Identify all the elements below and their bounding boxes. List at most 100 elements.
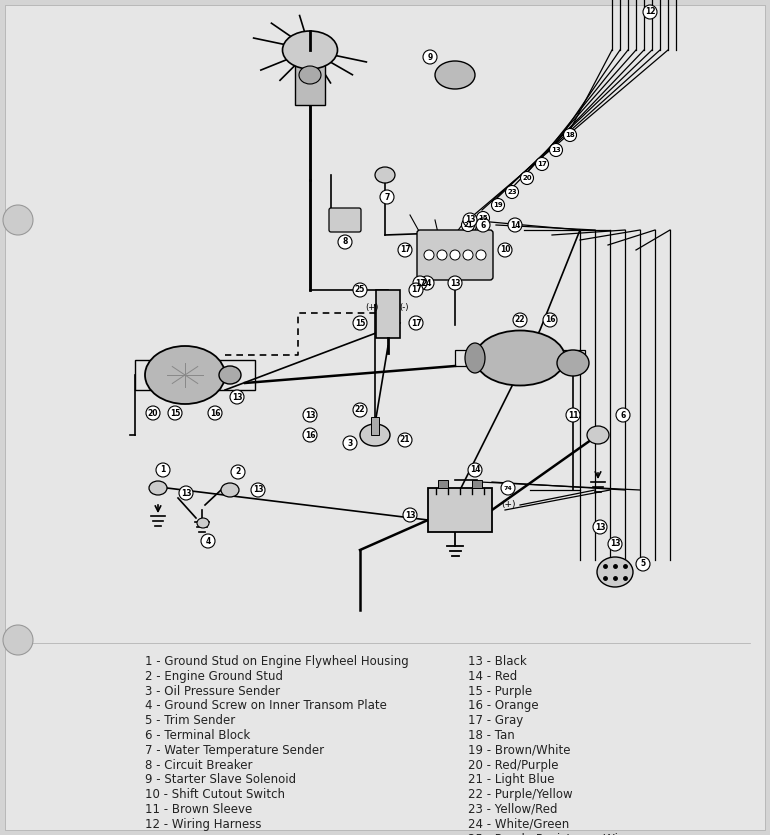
Text: 13: 13 bbox=[551, 147, 561, 153]
Circle shape bbox=[448, 276, 462, 290]
Text: 1: 1 bbox=[160, 465, 166, 474]
Ellipse shape bbox=[375, 167, 395, 183]
Text: 3 - Oil Pressure Sender: 3 - Oil Pressure Sender bbox=[145, 685, 280, 697]
Circle shape bbox=[535, 158, 548, 170]
Text: 5: 5 bbox=[641, 559, 645, 569]
Circle shape bbox=[461, 219, 474, 231]
Ellipse shape bbox=[221, 483, 239, 497]
Circle shape bbox=[398, 433, 412, 447]
Circle shape bbox=[156, 463, 170, 477]
Text: 15 - Purple: 15 - Purple bbox=[468, 685, 532, 697]
Text: 17 - Gray: 17 - Gray bbox=[468, 714, 524, 727]
Text: 17: 17 bbox=[410, 286, 421, 295]
Text: 13 - Black: 13 - Black bbox=[468, 655, 527, 668]
Text: (-): (-) bbox=[400, 303, 409, 312]
Text: 9: 9 bbox=[427, 53, 433, 62]
Text: 13: 13 bbox=[253, 485, 263, 494]
Circle shape bbox=[521, 171, 534, 185]
Circle shape bbox=[3, 205, 33, 235]
Text: 2 - Engine Ground Stud: 2 - Engine Ground Stud bbox=[145, 670, 283, 683]
Ellipse shape bbox=[587, 426, 609, 444]
Circle shape bbox=[543, 313, 557, 327]
Text: 20: 20 bbox=[148, 408, 159, 418]
Text: 5 - Trim Sender: 5 - Trim Sender bbox=[145, 714, 236, 727]
Circle shape bbox=[251, 483, 265, 497]
Text: 16: 16 bbox=[544, 316, 555, 325]
Circle shape bbox=[505, 185, 518, 199]
Circle shape bbox=[566, 408, 580, 422]
Text: 15: 15 bbox=[170, 408, 180, 418]
Text: 15: 15 bbox=[355, 318, 365, 327]
Text: 23 - Yellow/Red: 23 - Yellow/Red bbox=[468, 803, 557, 816]
Circle shape bbox=[338, 235, 352, 249]
Text: 13: 13 bbox=[305, 411, 315, 419]
Circle shape bbox=[423, 50, 437, 64]
Circle shape bbox=[468, 463, 482, 477]
Circle shape bbox=[413, 276, 427, 290]
Bar bbox=[376, 290, 400, 338]
Circle shape bbox=[409, 283, 423, 297]
Text: 4 - Ground Screw on Inner Transom Plate: 4 - Ground Screw on Inner Transom Plate bbox=[145, 700, 387, 712]
Text: 11 - Brown Sleeve: 11 - Brown Sleeve bbox=[145, 803, 253, 816]
Text: 13: 13 bbox=[450, 279, 460, 287]
Text: 6: 6 bbox=[480, 220, 486, 230]
Text: 17: 17 bbox=[410, 318, 421, 327]
Circle shape bbox=[403, 508, 417, 522]
Bar bbox=[472, 480, 482, 488]
Circle shape bbox=[409, 316, 423, 330]
Ellipse shape bbox=[557, 350, 589, 376]
Circle shape bbox=[593, 520, 607, 534]
Circle shape bbox=[437, 250, 447, 260]
Text: 3: 3 bbox=[347, 438, 353, 448]
Text: 10: 10 bbox=[500, 245, 511, 255]
Text: 17: 17 bbox=[537, 161, 547, 167]
Text: 20 - Red/Purple: 20 - Red/Purple bbox=[468, 759, 558, 772]
Circle shape bbox=[146, 406, 160, 420]
Ellipse shape bbox=[283, 31, 337, 69]
Ellipse shape bbox=[149, 481, 167, 495]
Circle shape bbox=[498, 243, 512, 257]
Text: 23: 23 bbox=[507, 189, 517, 195]
Text: 12: 12 bbox=[644, 8, 655, 17]
Text: 24: 24 bbox=[422, 279, 432, 287]
Circle shape bbox=[303, 408, 317, 422]
Circle shape bbox=[643, 5, 657, 19]
Ellipse shape bbox=[475, 331, 565, 386]
Bar bbox=[428, 488, 492, 532]
Text: 4: 4 bbox=[206, 537, 211, 545]
Text: 14: 14 bbox=[510, 220, 521, 230]
Circle shape bbox=[463, 250, 473, 260]
Circle shape bbox=[501, 481, 515, 495]
Text: 6: 6 bbox=[621, 411, 625, 419]
Circle shape bbox=[463, 213, 477, 227]
Circle shape bbox=[303, 428, 317, 442]
Text: 14 - Red: 14 - Red bbox=[468, 670, 517, 683]
FancyBboxPatch shape bbox=[417, 230, 493, 280]
Circle shape bbox=[179, 486, 193, 500]
Text: (+): (+) bbox=[500, 500, 515, 509]
Text: 13: 13 bbox=[594, 523, 605, 532]
Text: 16: 16 bbox=[305, 431, 315, 439]
Circle shape bbox=[168, 406, 182, 420]
Ellipse shape bbox=[597, 557, 633, 587]
Circle shape bbox=[230, 390, 244, 404]
Circle shape bbox=[450, 250, 460, 260]
Text: 1 - Ground Stud on Engine Flywheel Housing: 1 - Ground Stud on Engine Flywheel Housi… bbox=[145, 655, 409, 668]
Circle shape bbox=[343, 436, 357, 450]
Text: 12 - Wiring Harness: 12 - Wiring Harness bbox=[145, 817, 262, 831]
Text: 13: 13 bbox=[232, 392, 243, 402]
Text: 11: 11 bbox=[567, 411, 578, 419]
Text: 13: 13 bbox=[181, 488, 191, 498]
Text: 16 - Orange: 16 - Orange bbox=[468, 700, 539, 712]
Circle shape bbox=[353, 283, 367, 297]
Text: 21: 21 bbox=[464, 222, 473, 228]
Text: 8 - Circuit Breaker: 8 - Circuit Breaker bbox=[145, 759, 253, 772]
Circle shape bbox=[476, 250, 486, 260]
Text: (+): (+) bbox=[365, 303, 379, 312]
Circle shape bbox=[201, 534, 215, 548]
Circle shape bbox=[477, 211, 490, 225]
Circle shape bbox=[564, 129, 577, 141]
Ellipse shape bbox=[435, 61, 475, 89]
Text: 19 - Brown/White: 19 - Brown/White bbox=[468, 744, 571, 757]
Circle shape bbox=[508, 218, 522, 232]
